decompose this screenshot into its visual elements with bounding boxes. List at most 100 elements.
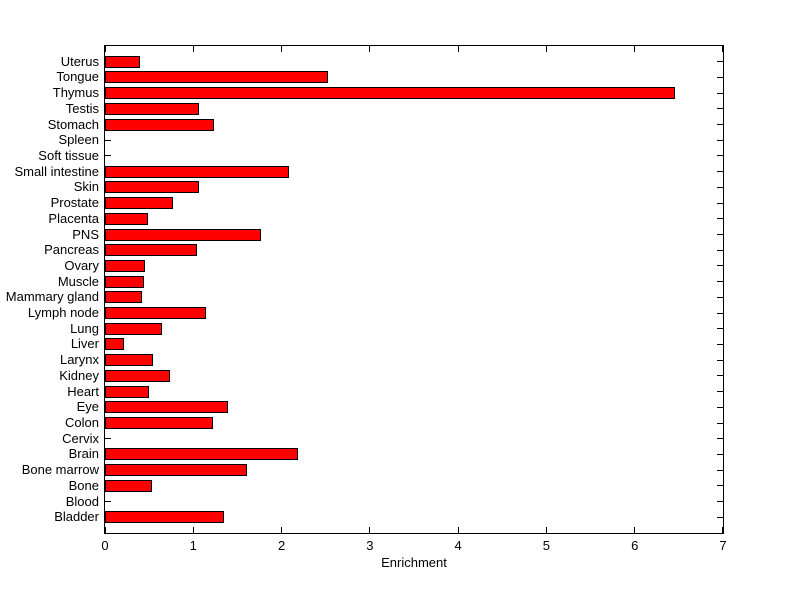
y-tick-mark (717, 312, 723, 314)
y-tick-label: Colon (65, 415, 99, 431)
bar-skin (105, 181, 199, 194)
x-tick-label: 2 (277, 538, 286, 553)
y-tick-label: Heart (67, 383, 99, 399)
y-tick-mark (105, 501, 111, 503)
y-tick-mark (717, 485, 723, 487)
bar-heart (105, 385, 150, 398)
bar-ovary (105, 259, 145, 272)
bar-placenta (105, 212, 149, 225)
bar-larynx (105, 354, 153, 367)
bar-pancreas (105, 244, 197, 257)
y-tick-mark (717, 92, 723, 94)
bar-kidney (105, 369, 171, 382)
x-tick-label: 1 (189, 538, 197, 553)
bar-lymph-node (105, 307, 206, 320)
y-tick-label: Uterus (60, 53, 99, 69)
y-tick-mark (717, 249, 723, 251)
bar-tongue (105, 71, 329, 84)
x-tick-mark (105, 527, 106, 533)
x-tick-mark (457, 527, 459, 533)
y-tick-mark (717, 422, 723, 424)
y-tick-label: Soft tissue (38, 147, 99, 163)
y-tick-mark (717, 202, 723, 204)
y-tick-mark (717, 171, 723, 173)
x-axis-title: Enrichment (381, 555, 447, 570)
x-tick-label: 6 (631, 538, 639, 553)
y-tick-mark (717, 139, 723, 141)
y-tick-mark (717, 61, 723, 63)
x-tick-label: 4 (454, 538, 462, 553)
bar-muscle (105, 275, 144, 288)
y-tick-label: Bone marrow (21, 462, 99, 478)
bar-prostate (105, 197, 173, 210)
y-tick-label: PNS (72, 226, 99, 242)
bar-brain (105, 448, 299, 461)
y-tick-label: Bladder (54, 509, 99, 525)
y-tick-label: Liver (70, 336, 99, 352)
y-tick-label: Bone (68, 477, 99, 493)
y-tick-mark (717, 328, 723, 330)
y-tick-label: Ovary (64, 257, 99, 273)
y-tick-label: Testis (65, 100, 99, 116)
bar-mammary-gland (105, 291, 143, 304)
x-tick-mark (192, 46, 194, 52)
x-tick-mark (281, 527, 283, 533)
y-tick-label: Spleen (58, 132, 99, 148)
y-tick-label: Skin (73, 179, 99, 195)
y-tick-mark (717, 406, 723, 408)
y-tick-label: Placenta (48, 210, 99, 226)
y-tick-mark (717, 265, 723, 267)
y-tick-mark (717, 76, 723, 78)
y-tick-label: Small intestine (14, 163, 99, 179)
x-tick-mark (369, 527, 371, 533)
y-tick-label: Cervix (62, 430, 99, 446)
y-tick-label: Muscle (57, 273, 99, 289)
bar-stomach (105, 118, 214, 131)
x-tick-label: 0 (101, 538, 109, 553)
y-tick-label: Mammary gland (5, 289, 99, 305)
y-tick-mark (717, 218, 723, 220)
bar-bone (105, 479, 152, 492)
y-tick-mark (105, 155, 111, 157)
y-tick-label: Pancreas (44, 242, 99, 258)
y-tick-mark (717, 453, 723, 455)
y-tick-mark (717, 281, 723, 283)
bar-liver (105, 338, 125, 351)
x-tick-mark (281, 46, 283, 52)
bar-small-intestine (105, 165, 289, 178)
x-tick-mark (722, 527, 723, 533)
y-tick-mark (717, 186, 723, 188)
x-tick-mark (192, 527, 194, 533)
y-tick-mark (717, 375, 723, 377)
y-tick-label: Stomach (47, 116, 99, 132)
y-tick-mark (717, 234, 723, 236)
y-tick-label: Lymph node (27, 305, 99, 321)
x-tick-mark (634, 527, 636, 533)
y-tick-mark (717, 108, 723, 110)
bar-bladder (105, 511, 225, 524)
y-tick-label: Lung (70, 320, 99, 336)
y-tick-mark (717, 516, 723, 518)
bar-eye (105, 401, 228, 414)
x-tick-label: 5 (542, 538, 551, 553)
y-tick-mark (717, 469, 723, 471)
y-tick-mark (717, 155, 723, 157)
x-tick-mark (545, 46, 547, 52)
y-tick-mark (105, 438, 111, 440)
bar-colon (105, 417, 213, 430)
y-tick-label: Larynx (59, 352, 99, 368)
y-tick-label: Kidney (59, 367, 99, 383)
bar-uterus (105, 55, 141, 68)
bar-thymus (105, 87, 676, 100)
y-tick-mark (105, 139, 111, 141)
bar-lung (105, 322, 163, 335)
bar-pns (105, 228, 262, 241)
y-tick-mark (717, 359, 723, 361)
y-tick-label: Brain (68, 446, 99, 462)
y-tick-mark (717, 391, 723, 393)
x-tick-label: 3 (366, 538, 374, 553)
bar-testis (105, 102, 200, 115)
y-tick-label: Thymus (52, 85, 99, 101)
bar-bone-marrow (105, 464, 248, 477)
